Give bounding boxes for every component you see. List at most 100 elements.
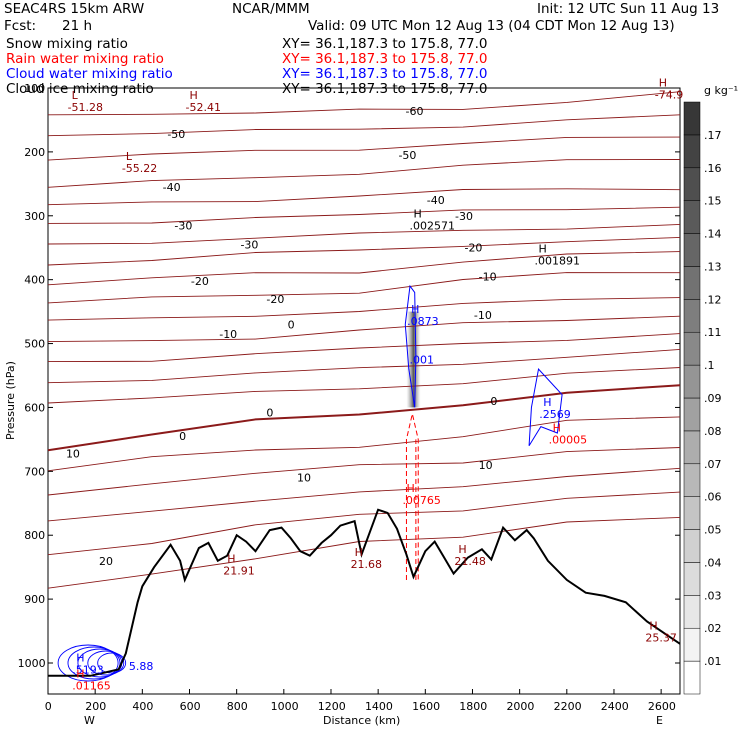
y-axis-label: Pressure (hPa) [4,361,17,440]
svg-text:.00765: .00765 [402,494,441,507]
svg-text:25.37: 25.37 [645,631,677,644]
colorbar-swatch [683,529,701,563]
field-name: Cloud water mixing ratio [6,66,173,82]
isotherm-line [47,516,681,589]
svg-text:-52.41: -52.41 [185,101,220,114]
isotherm-line [47,188,681,206]
y-tick-label: 600 [24,401,45,414]
x-tick-label: 800 [227,700,248,713]
fcst-value: 21 h [62,18,92,34]
colorbar-tick-label: .1 [704,359,715,372]
isotherm-line [47,315,681,343]
colorbar-swatch [683,660,701,695]
isotherm-line [47,272,681,304]
colorbar-swatch [683,331,701,366]
svg-text:.001: .001 [410,354,435,367]
valid-time: Valid: 09 UTC Mon 12 Aug 13 (04 CDT Mon … [308,18,675,34]
isotherm-label: 0 [490,395,497,408]
svg-text:H: H [355,546,363,559]
isotherm-line [47,447,681,496]
isotherm-label: -10 [474,309,492,322]
colorbar-tick-label: .01 [704,655,722,668]
extremum-label: H.0873 [407,303,439,328]
extremum-label: H.001891 [535,243,581,268]
svg-text:.0873: .0873 [407,315,439,328]
cloud-water-contour [57,644,119,682]
svg-text:-55.22: -55.22 [122,162,157,175]
cloud-water-contour [67,646,121,680]
svg-text:H: H [539,243,547,256]
extremum-label: L-55.22 [122,150,157,175]
svg-text:H: H [553,421,561,434]
isotherm-label: 0 [179,430,186,443]
extremum-label: .001 [410,354,435,367]
isotherm-line [47,333,681,363]
extremum-label: H.01165 [72,667,111,692]
extremum-label: H.002571 [410,207,456,232]
x-tick-label: 1600 [412,700,440,713]
colorbar-tick-label: .15 [704,195,722,208]
colorbar-swatch [683,364,701,399]
isotherm-label: -40 [163,181,181,194]
extremum-label: H.2569 [539,396,571,421]
isotherm-label: -50 [167,128,185,141]
y-tick-label: 500 [24,338,45,351]
isotherm-label: -10 [479,270,497,283]
colorbar-tick-label: .02 [704,622,722,635]
colorbar-tick-label: .17 [704,129,722,142]
isotherm-label: 0 [266,407,273,420]
svg-text:H: H [411,303,419,316]
colorbar-tick-label: .08 [704,425,722,438]
x-axis-label: Distance (km) [323,714,400,727]
colorbar-tick-label: .12 [704,293,722,306]
svg-text:21.91: 21.91 [223,564,255,577]
isotherm-label: 10 [479,459,493,472]
field-name: Snow mixing ratio [6,36,128,52]
extremum-label: H21.68 [351,546,383,571]
isotherm-line [47,348,681,384]
isotherm-line [47,114,681,137]
colorbar-swatch [683,200,701,234]
colorbar-swatch [683,134,701,169]
colorbar-swatch [683,299,701,333]
extremum-label: H.00765 [402,482,441,507]
cloud-water-contour [87,650,125,676]
init-time: Init: 12 UTC Sun 11 Aug 13 [537,1,719,17]
x-tick-label: 1800 [459,700,487,713]
y-tick-label: 1000 [18,657,46,670]
colorbar-swatch [683,496,701,530]
isotherm-label: -10 [219,328,237,341]
isotherm-line [47,467,681,522]
isotherm-line [47,367,681,404]
svg-text:H: H [659,76,667,89]
isotherm-label: -30 [455,210,473,223]
isotherm-line [47,251,681,286]
svg-text:21.68: 21.68 [351,558,383,571]
isotherm-label: 10 [66,447,80,460]
colorbar-swatch [683,430,701,465]
svg-text:H: H [406,482,414,495]
x-tick-label: 2000 [506,700,534,713]
colorbar-tick-label: .16 [704,162,722,175]
svg-text:.01165: .01165 [72,679,111,692]
colorbar-swatch [683,627,701,662]
extremum-label: H21.91 [223,552,255,577]
cloud-water-contour [404,284,417,408]
x-tick-label: 200 [85,700,106,713]
isotherm-line [47,206,681,224]
svg-text:L: L [72,89,79,102]
svg-text:H: H [76,651,84,664]
extremum-label: H.5193 [72,651,104,676]
svg-text:H: H [76,667,84,680]
x-tick-label: 1200 [318,700,346,713]
axes-layer: 0 200 400 600 800 1000 1200 1400 1600 1800 2000 220… [18,82,680,713]
svg-text:H: H [649,619,657,632]
svg-text:21.48: 21.48 [454,555,486,568]
colorbar-tick-label: .11 [704,326,722,339]
extremum-label: H25.37 [645,619,677,644]
y-tick-label: 200 [24,146,45,159]
east-label: E [656,714,663,727]
isotherm-label: -50 [398,149,416,162]
svg-text:.00005: .00005 [549,433,588,446]
